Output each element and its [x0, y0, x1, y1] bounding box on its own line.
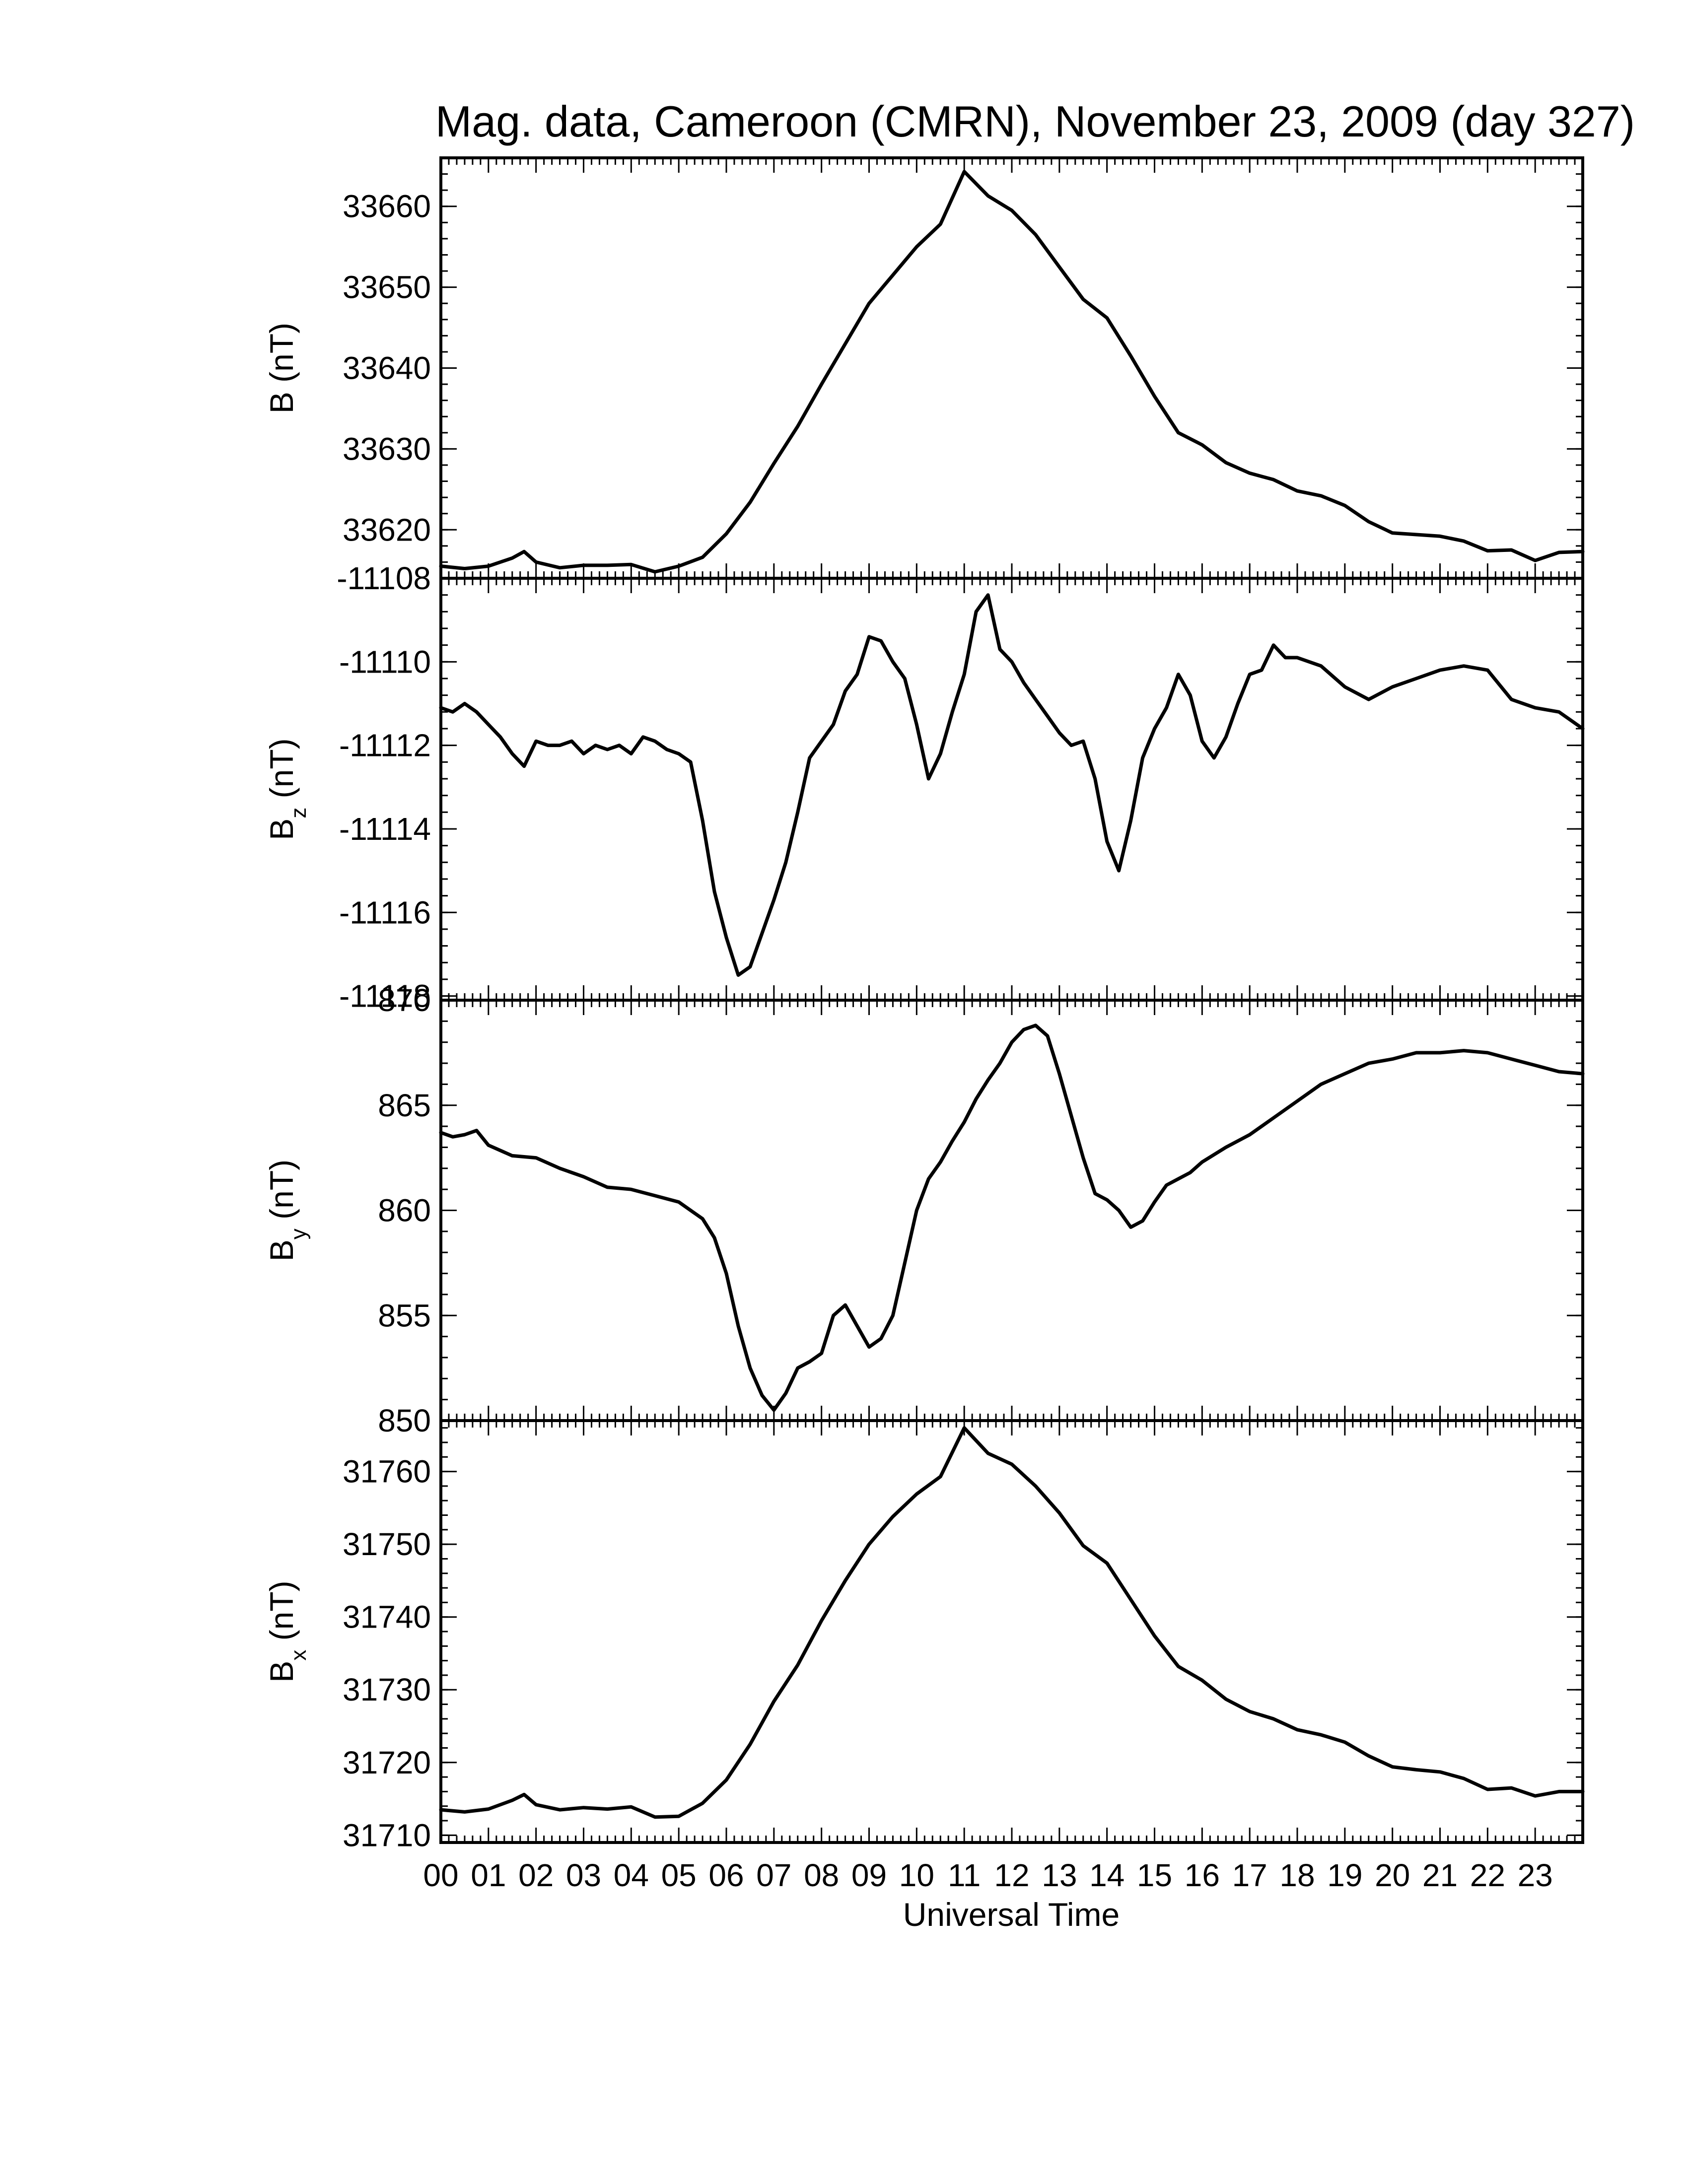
y-axis-label-base: B	[263, 819, 300, 840]
y-tick-label: -11118	[339, 978, 431, 1014]
y-tick-label: 850	[378, 1403, 431, 1438]
series-line-By	[439, 1024, 1585, 1412]
x-tick-label: 14	[1089, 1857, 1125, 1893]
y-tick-label: 31710	[343, 1817, 431, 1853]
x-tick-label: 06	[708, 1857, 744, 1893]
x-axis-label: Universal Time	[903, 1896, 1120, 1933]
series-line-B	[439, 170, 1585, 574]
y-tick-label: 855	[378, 1297, 431, 1333]
y-tick-label: 33640	[343, 350, 431, 386]
y-tick-label: 860	[378, 1193, 431, 1228]
y-tick-label: 31750	[343, 1526, 431, 1562]
y-tick-label: -11110	[339, 644, 431, 680]
x-tick-label: 01	[471, 1857, 506, 1893]
y-tick-label: 870	[378, 982, 431, 1018]
x-tick-label: 20	[1375, 1857, 1410, 1893]
x-tick-label: 12	[994, 1857, 1029, 1893]
x-tick-label: 18	[1279, 1857, 1315, 1893]
x-tick-label: 11	[948, 1857, 981, 1893]
x-tick-label: 13	[1042, 1857, 1077, 1893]
y-tick-label: -11112	[339, 728, 431, 763]
y-axis-label-unit: (nT)	[263, 1580, 300, 1649]
y-tick-label: 31740	[343, 1599, 431, 1635]
x-tick-label: 04	[614, 1857, 649, 1893]
x-tick-label: 23	[1518, 1857, 1553, 1893]
y-axis-label-B: B (nT)	[263, 323, 300, 413]
y-tick-label: 31760	[343, 1454, 431, 1490]
x-tick-label: 07	[756, 1857, 791, 1893]
y-tick-label: 33650	[343, 270, 431, 305]
panel-By: 850 855 860 865 870 By (nT)	[263, 982, 1585, 1438]
x-tick-label: 16	[1185, 1857, 1220, 1893]
series-line-Bx	[439, 1426, 1585, 1819]
y-tick-label: 33630	[343, 431, 431, 467]
panel-Bz: -11118 -11116 -11114 -11112 -11110 -11108 Bz (…	[263, 560, 1585, 1014]
series-line-Bz	[439, 593, 1585, 977]
x-tick-label: 03	[566, 1857, 601, 1893]
y-axis-label-unit: (nT)	[263, 738, 300, 807]
y-tick-label: -11108	[337, 560, 431, 596]
y-axis-label-Bx: Bx (nT)	[263, 1580, 311, 1682]
y-axis-label-base: B	[263, 1239, 300, 1261]
panel-B: 33620 33630 33640 33650 33660 B (nT)	[263, 156, 1585, 580]
y-tick-label: 865	[378, 1088, 431, 1123]
y-tick-label: 33660	[343, 189, 431, 224]
y-axis-label-By: By (nT)	[263, 1160, 311, 1261]
x-tick-label: 09	[851, 1857, 887, 1893]
y-tick-label: 31720	[343, 1745, 431, 1780]
x-tick-label: 02	[518, 1857, 554, 1893]
x-tick-label: 22	[1470, 1857, 1505, 1893]
x-tick-label: 05	[661, 1857, 697, 1893]
y-tick-label: 31730	[343, 1672, 431, 1707]
y-axis-label-subscript: y	[286, 1228, 311, 1239]
x-tick-label: 08	[804, 1857, 839, 1893]
x-tick-label: 10	[899, 1857, 934, 1893]
y-tick-label: -11116	[339, 894, 431, 930]
x-tick-label: 21	[1422, 1857, 1458, 1893]
y-axis-label-base: B	[263, 1661, 300, 1683]
x-tick-label: 00	[423, 1857, 458, 1893]
y-axis-label-subscript: z	[286, 808, 311, 819]
y-axis-label-unit: (nT)	[263, 1160, 300, 1228]
panel-Bx: 31710 31720 31730 31740 31750 31760 Bx (nT)	[263, 1419, 1585, 1853]
y-tick-label: -11114	[339, 811, 431, 847]
x-tick-label: 17	[1232, 1857, 1267, 1893]
y-axis-label-Bz: Bz (nT)	[263, 738, 311, 840]
figure-title: Mag. data, Cameroon (CMRN), November 23,…	[435, 97, 1635, 146]
x-tick-label: 15	[1137, 1857, 1172, 1893]
x-tick-label: 19	[1327, 1857, 1362, 1893]
y-axis-label-subscript: x	[286, 1650, 311, 1661]
y-tick-label: 33620	[343, 512, 431, 547]
